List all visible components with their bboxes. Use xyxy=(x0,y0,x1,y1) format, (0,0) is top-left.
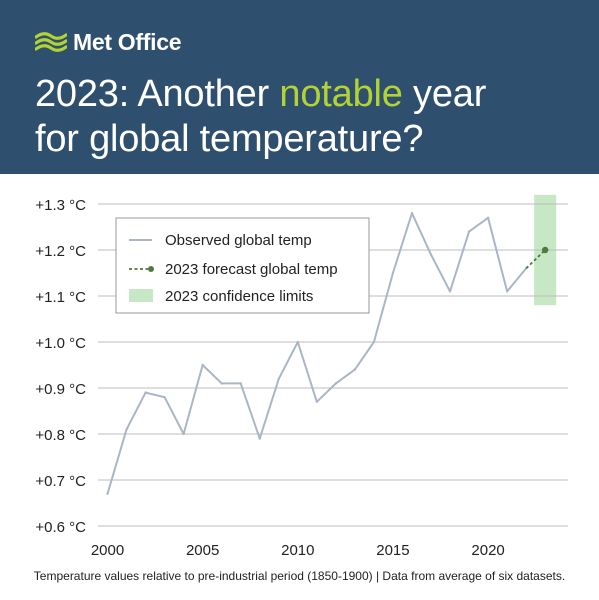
observed-point xyxy=(391,271,395,275)
observed-point xyxy=(144,391,147,394)
y-tick-label: +1.2 °C xyxy=(35,243,86,260)
legend-box xyxy=(115,217,370,314)
legend-confidence-swatch xyxy=(129,289,153,302)
header-banner: Met Office 2023: Another notable year fo… xyxy=(0,0,599,174)
brand-name: Met Office xyxy=(73,28,182,55)
observed-point xyxy=(315,400,319,403)
observed-point xyxy=(125,428,128,431)
y-tick-label: +0.9 °C xyxy=(35,381,86,398)
y-tick-label: +1.1 °C xyxy=(35,289,86,306)
headline: 2023: Another notable year for global te… xyxy=(35,72,595,162)
observed-point xyxy=(429,253,433,256)
observed-point xyxy=(353,368,357,371)
observed-point xyxy=(486,216,490,219)
observed-point xyxy=(334,382,338,385)
headline-line2: for global temperature? xyxy=(35,118,424,160)
legend-observed-label: Observed global temp xyxy=(165,232,312,249)
temperature-chart: +0.6 °C +0.7 °C +0.8 °C +0.9 °C +1.0 °C +1.1 … xyxy=(35,194,568,559)
y-tick-label: +1.0 °C xyxy=(35,335,86,352)
legend-confidence-label: 2023 confidence limits xyxy=(165,288,313,305)
headline-part2: year xyxy=(402,73,487,115)
legend-forecast-marker xyxy=(148,266,154,272)
observed-point xyxy=(239,382,242,385)
met-office-swoosh-icon xyxy=(35,32,67,52)
forecast-point xyxy=(541,246,549,254)
footnote: Temperature values relative to pre-indus… xyxy=(33,569,566,583)
observed-point xyxy=(220,382,223,385)
observed-point xyxy=(448,290,452,293)
observed-point xyxy=(106,492,109,495)
observed-point xyxy=(467,230,471,233)
x-tick-label: 2010 xyxy=(281,542,314,559)
observed-point xyxy=(277,377,280,380)
observed-point xyxy=(372,340,376,344)
observed-point xyxy=(201,363,204,367)
y-tick-label: +0.7 °C xyxy=(35,473,86,490)
headline-highlight: notable xyxy=(279,73,403,115)
forecast-series-line xyxy=(525,249,546,270)
y-tick-label: +0.6 °C xyxy=(35,519,86,536)
observed-point xyxy=(182,432,185,436)
observed-point xyxy=(410,212,414,215)
observed-point xyxy=(296,340,299,344)
x-tick-label: 2020 xyxy=(471,542,504,559)
observed-point xyxy=(163,396,166,399)
x-tick-label: 2015 xyxy=(376,542,409,559)
observed-point xyxy=(505,290,509,293)
legend-forecast-label: 2023 forecast global temp xyxy=(165,261,338,278)
y-tick-label: +1.3 °C xyxy=(35,197,86,214)
met-office-logo: Met Office xyxy=(35,27,181,57)
y-tick-label: +0.8 °C xyxy=(35,427,86,444)
headline-part1: 2023: Another xyxy=(35,73,280,115)
x-tick-label: 2000 xyxy=(91,542,124,559)
observed-point xyxy=(258,437,261,440)
x-tick-label: 2005 xyxy=(186,542,219,559)
